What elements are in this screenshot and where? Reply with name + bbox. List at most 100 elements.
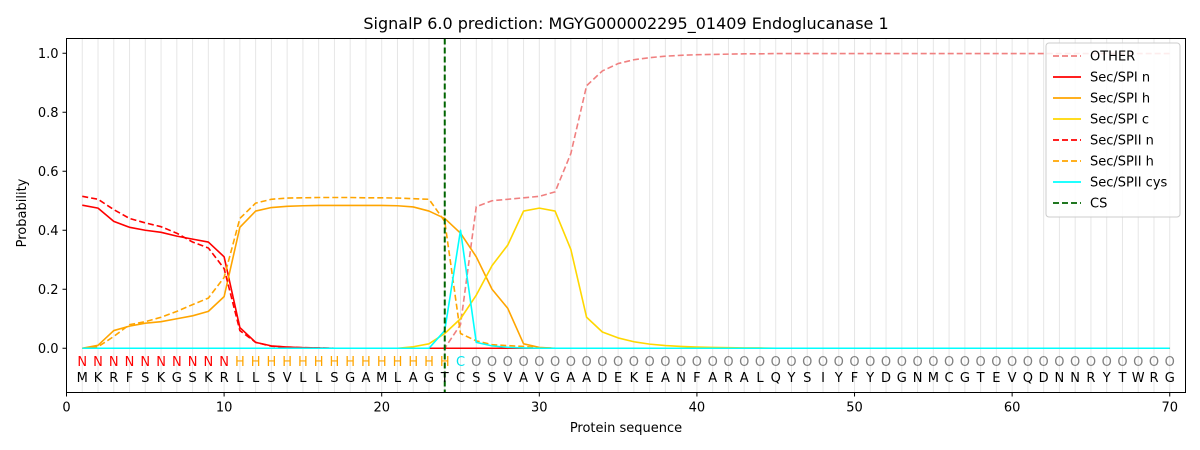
region-label: N bbox=[203, 355, 213, 370]
residue-label: R bbox=[724, 371, 733, 386]
residue-label: G bbox=[424, 371, 434, 386]
residue-label: E bbox=[992, 371, 1000, 386]
legend-label: Sec/SPII cys bbox=[1090, 176, 1168, 191]
residue-label: Q bbox=[1023, 371, 1033, 386]
residue-label: R bbox=[1149, 371, 1158, 386]
region-label: O bbox=[1149, 355, 1159, 370]
region-label: H bbox=[361, 355, 371, 370]
region-label: O bbox=[1102, 355, 1112, 370]
region-label: O bbox=[786, 355, 796, 370]
region-label: N bbox=[125, 355, 135, 370]
residue-label: Y bbox=[787, 371, 796, 386]
region-label: O bbox=[550, 355, 560, 370]
region-label: O bbox=[566, 355, 576, 370]
region-label: O bbox=[944, 355, 954, 370]
residue-label: S bbox=[488, 371, 496, 386]
residue-label: A bbox=[582, 371, 591, 386]
residue-label: S bbox=[472, 371, 480, 386]
legend: OTHER Sec/SPI n Sec/SPI h Sec/SPI c Sec/SPII… bbox=[1045, 42, 1181, 218]
residue-label: D bbox=[597, 371, 607, 386]
residue-label: A bbox=[519, 371, 528, 386]
region-label: C bbox=[456, 355, 465, 370]
residue-label: G bbox=[960, 371, 970, 386]
region-label: O bbox=[503, 355, 513, 370]
region-label: O bbox=[1007, 355, 1017, 370]
region-label: O bbox=[597, 355, 607, 370]
residue-label: N bbox=[1055, 371, 1065, 386]
region-label: O bbox=[975, 355, 985, 370]
residue-label: S bbox=[330, 371, 338, 386]
y-tick-label: 0.6 bbox=[38, 165, 59, 180]
legend-label: Sec/SPI n bbox=[1090, 71, 1150, 86]
residue-label: V bbox=[535, 371, 544, 386]
residue-label: K bbox=[630, 371, 639, 386]
region-label: H bbox=[235, 355, 245, 370]
residue-label: F bbox=[693, 371, 700, 386]
residue-label: G bbox=[550, 371, 560, 386]
legend-label: Sec/SPII n bbox=[1090, 134, 1154, 149]
region-label: O bbox=[676, 355, 686, 370]
x-tick-label: 60 bbox=[1004, 401, 1021, 416]
region-label: O bbox=[471, 355, 481, 370]
region-label: O bbox=[849, 355, 859, 370]
region-label: H bbox=[330, 355, 340, 370]
region-label: N bbox=[109, 355, 119, 370]
residue-label: G bbox=[345, 371, 355, 386]
region-label: O bbox=[1054, 355, 1064, 370]
residue-label: T bbox=[976, 371, 985, 386]
residue-label: L bbox=[315, 371, 323, 386]
region-label: O bbox=[581, 355, 591, 370]
legend-label: Sec/SPI h bbox=[1090, 92, 1150, 107]
residue-label: T bbox=[440, 371, 449, 386]
region-label: N bbox=[140, 355, 150, 370]
legend-box bbox=[1045, 42, 1181, 218]
x-tick-label: 30 bbox=[531, 401, 548, 416]
region-label: O bbox=[1023, 355, 1033, 370]
residue-label: L bbox=[252, 371, 260, 386]
y-axis-label: Probability bbox=[15, 178, 30, 247]
residue-label: W bbox=[1132, 371, 1145, 386]
region-label: O bbox=[771, 355, 781, 370]
residue-label: M bbox=[376, 371, 387, 386]
region-label: O bbox=[534, 355, 544, 370]
residue-label: C bbox=[945, 371, 954, 386]
residue-label: R bbox=[220, 371, 229, 386]
residue-label: V bbox=[1008, 371, 1017, 386]
residue-label: E bbox=[614, 371, 622, 386]
region-label: O bbox=[1086, 355, 1096, 370]
residue-label: A bbox=[409, 371, 418, 386]
residue-label: A bbox=[661, 371, 670, 386]
residue-label: A bbox=[740, 371, 749, 386]
region-label: O bbox=[818, 355, 828, 370]
residue-label: R bbox=[109, 371, 118, 386]
residue-label: G bbox=[172, 371, 182, 386]
residue-label: T bbox=[1117, 371, 1126, 386]
grid-lines bbox=[81, 38, 1171, 393]
x-tick-label: 20 bbox=[373, 401, 390, 416]
region-label: O bbox=[897, 355, 907, 370]
residue-label: L bbox=[394, 371, 402, 386]
region-label: N bbox=[219, 355, 229, 370]
region-label: H bbox=[266, 355, 276, 370]
region-label: O bbox=[865, 355, 875, 370]
region-label: H bbox=[440, 355, 450, 370]
x-tick-label: 70 bbox=[1161, 401, 1178, 416]
legend-label: Sec/SPII h bbox=[1090, 155, 1154, 170]
series-lines bbox=[82, 52, 1170, 350]
residue-label: C bbox=[456, 371, 465, 386]
residue-label: M bbox=[77, 371, 88, 386]
residue-label: Y bbox=[865, 371, 874, 386]
region-label: O bbox=[991, 355, 1001, 370]
region-label: O bbox=[1117, 355, 1127, 370]
region-label: O bbox=[645, 355, 655, 370]
region-label: O bbox=[613, 355, 623, 370]
residue-label: E bbox=[646, 371, 654, 386]
y-tick-label: 0.0 bbox=[38, 342, 59, 357]
x-tick-label: 0 bbox=[62, 401, 70, 416]
legend-label: OTHER bbox=[1090, 50, 1135, 65]
region-label: H bbox=[408, 355, 418, 370]
region-label: H bbox=[345, 355, 355, 370]
region-label: O bbox=[1133, 355, 1143, 370]
region-label: O bbox=[487, 355, 497, 370]
region-label: O bbox=[928, 355, 938, 370]
